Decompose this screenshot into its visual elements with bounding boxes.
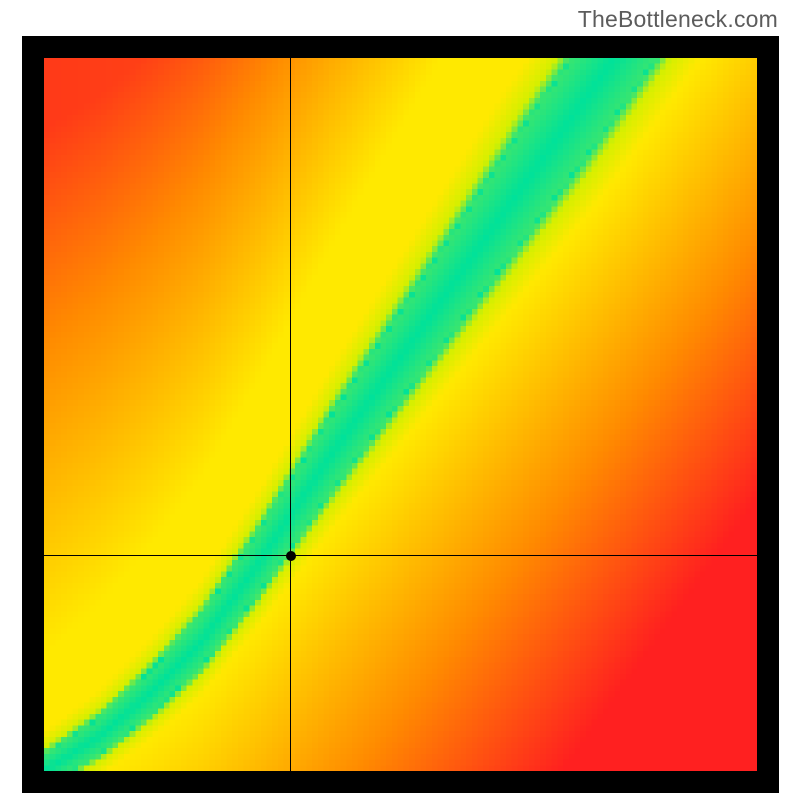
crosshair-point (286, 551, 296, 561)
frame-right (757, 36, 779, 793)
crosshair-horizontal (44, 555, 757, 556)
watermark-text: TheBottleneck.com (578, 6, 778, 33)
bottleneck-heatmap (44, 58, 757, 771)
frame-bottom (22, 771, 779, 793)
chart-container: TheBottleneck.com (0, 0, 800, 800)
crosshair-vertical (290, 58, 291, 771)
frame-left (22, 36, 44, 793)
frame-top (22, 36, 779, 58)
